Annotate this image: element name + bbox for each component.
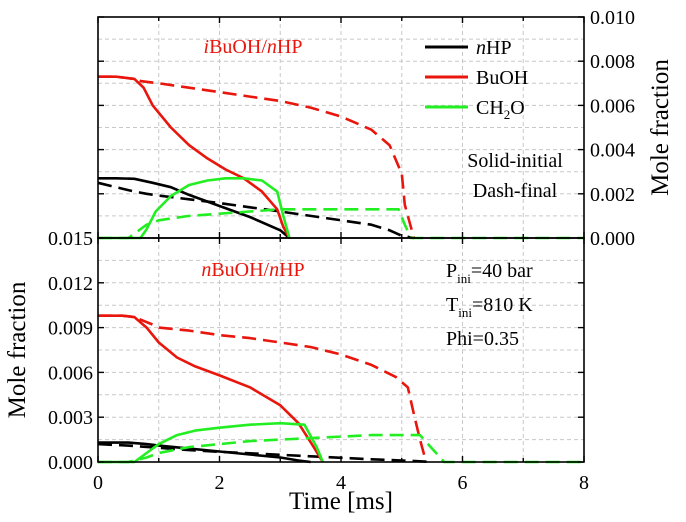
top-legend-label: nHP (476, 37, 512, 59)
top-ytick-label: 0.004 (590, 140, 635, 162)
bottom-xtick-label: 2 (215, 472, 225, 494)
bottom-y-axis-title: Mole fraction (4, 281, 31, 418)
top-annotation: Dash-final (473, 180, 558, 202)
bottom-ytick-label: 0.009 (48, 318, 93, 340)
series-layer (97, 75, 584, 464)
text-layer: 0.000 0.002 0.004 0.006 0.008 0.010 Mole fract… (4, 7, 674, 515)
top-legend-label: CH2O (476, 97, 525, 122)
top-series-buoh-initial (98, 75, 291, 239)
bottom-ytick-label: 0.006 (48, 362, 93, 384)
bottom-series-buoh-final (98, 314, 428, 463)
top-ytick-label: 0.000 (590, 228, 635, 250)
top-series-ch2o-initial (98, 177, 291, 240)
bottom-panel-title: nBuOH/nHP (201, 259, 304, 281)
bottom-xtick-label: 8 (579, 472, 589, 494)
top-series-buoh-final (98, 75, 416, 239)
bottom-ytick-label: 0.003 (48, 407, 93, 429)
bottom-condition: Tini=810 K (446, 294, 533, 320)
bottom-xtick-label: 4 (336, 472, 346, 494)
bottom-condition: Pini=40 bar (446, 260, 533, 286)
top-ytick-label: 0.002 (590, 184, 635, 206)
top-ytick-label: 0.010 (590, 7, 635, 29)
bottom-x-axis-title: Time [ms] (289, 488, 393, 515)
top-ytick-label: 0.006 (590, 95, 635, 117)
bottom-xtick-label: 6 (458, 472, 468, 494)
frames-layer (97, 16, 585, 463)
top-ytick-label: 0.008 (590, 51, 635, 73)
bottom-ytick-label: 0.015 (48, 228, 93, 250)
top-series-ch2o-final (98, 208, 584, 240)
top-legend-label: BuOH (476, 67, 528, 89)
bottom-series-ch2o-final (98, 433, 584, 464)
top-y-axis-title: Mole fraction (647, 59, 674, 196)
bottom-ytick-label: 0.012 (48, 273, 93, 295)
bottom-xtick-label: 0 (93, 472, 103, 494)
grid-layer (98, 17, 584, 462)
top-panel-title: iBuOH/nHP (204, 36, 303, 58)
bottom-condition: Phi=0.35 (446, 328, 519, 350)
bottom-series-ch2o-initial (98, 421, 325, 464)
bottom-ytick-label: 0.000 (48, 452, 93, 474)
top-annotation: Solid-initial (467, 150, 563, 172)
top-series-nhp-final (97, 181, 415, 240)
